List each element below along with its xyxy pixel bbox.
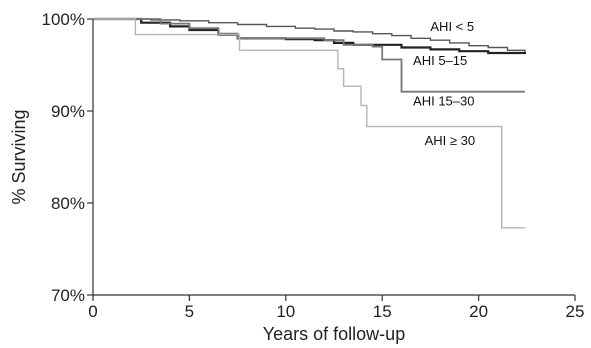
x-tick-label: 15 — [373, 302, 392, 321]
x-tick-label: 10 — [276, 302, 295, 321]
y-axis-title: % Surviving — [9, 109, 29, 204]
tick-labels: 0 5 10 15 20 25 70% 80% 90% 100% — [42, 10, 585, 321]
curve-2 — [93, 17, 526, 55]
x-tick-label: 5 — [185, 302, 194, 321]
curve-3 — [93, 18, 525, 93]
x-tick-label: 20 — [469, 302, 488, 321]
series-label-2: AHI 5–15 — [413, 53, 467, 68]
x-axis-title: Years of follow-up — [263, 324, 405, 344]
y-tick-label: 80% — [51, 194, 85, 213]
series-labels: AHI < 5 AHI 5–15 AHI 15–30 AHI ≥ 30 — [413, 19, 475, 148]
y-tick-label: 90% — [51, 102, 85, 121]
y-tick-label: 100% — [42, 10, 85, 29]
curve-1 — [93, 18, 526, 53]
x-tick-label: 25 — [566, 302, 585, 321]
series-label-1: AHI < 5 — [430, 19, 474, 34]
y-tick-label: 70% — [51, 286, 85, 305]
series-label-3: AHI 15–30 — [413, 93, 474, 108]
ticks — [87, 18, 576, 301]
x-tick-label: 0 — [88, 302, 97, 321]
curve-4 — [93, 18, 525, 229]
axes — [92, 19, 575, 296]
series-label-4: AHI ≥ 30 — [425, 133, 476, 148]
survival-curves — [93, 17, 526, 229]
